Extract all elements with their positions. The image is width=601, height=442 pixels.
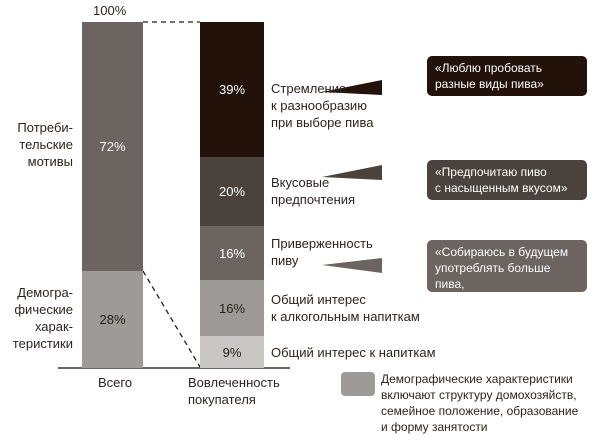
- value-label: 9%: [222, 344, 242, 360]
- legend-line: семейное положение, образование: [381, 404, 579, 418]
- label-line: Общий интерес: [271, 292, 366, 307]
- legend-line: включают структуру домохозяйств,: [381, 388, 577, 402]
- value-label: 20%: [218, 184, 246, 199]
- bar-engagement-loyalty: 16%: [200, 226, 264, 280]
- quote-line: с насыщенным вкусом»: [435, 181, 568, 195]
- label-line: предпочтения: [271, 192, 356, 207]
- label-line: Демогра-: [17, 285, 73, 300]
- label-taste: Вкусовые предпочтения: [271, 174, 355, 208]
- quote-line: разные виды пива»: [435, 77, 544, 91]
- bar-engagement-drinks: 9%: [200, 336, 264, 368]
- quote-line: «Собираюсь в будущем: [435, 245, 569, 259]
- bar-total-demographics: 28%: [82, 271, 143, 368]
- label-line: Приверженность: [271, 236, 373, 251]
- legend-text: Демографические характеристики включают …: [381, 371, 578, 435]
- label-line: при выборе пива: [271, 115, 374, 130]
- x-label-engagement: Вовлеченность покупателя: [188, 374, 280, 408]
- label-drinks: Общий интерес к напиткам: [271, 344, 436, 361]
- label-line: к алкогольным напиткам: [271, 309, 420, 324]
- legend-swatch: [341, 372, 375, 396]
- label-line: пиву: [271, 253, 299, 268]
- label-loyalty: Приверженность пиву: [271, 235, 373, 269]
- bar-engagement-variety: 39%: [200, 22, 264, 157]
- label-line: Общий интерес к напиткам: [271, 345, 436, 360]
- quote-bubble-loyalty: «Собираюсь в будущем употреблять больше …: [427, 240, 587, 307]
- value-label: 16%: [218, 300, 246, 316]
- label-line: покупателя: [188, 392, 256, 407]
- label-line: теристики: [12, 336, 73, 351]
- label-demographics: Демогра- фические харак- теристики: [0, 284, 73, 352]
- label-line: харак-: [34, 319, 73, 334]
- bar-engagement-taste: 20%: [200, 157, 264, 226]
- value-label: 39%: [218, 82, 246, 97]
- bar-total-motives: 72%: [82, 22, 143, 271]
- value-label: 72%: [99, 139, 126, 154]
- quote-bubble-taste: «Предпочитаю пиво с насыщенным вкусом»: [427, 160, 587, 200]
- legend-line: Демографические характеристики: [381, 372, 573, 386]
- label-variety: Стремление к разнообразию при выборе пив…: [271, 80, 373, 131]
- label-line: фические: [14, 302, 73, 317]
- label-line: Вкусовые: [271, 175, 330, 190]
- quote-line: чем сейчас»: [435, 293, 505, 307]
- top-100-label: 100%: [93, 3, 127, 18]
- value-label: 16%: [218, 245, 246, 261]
- quote-line: «Предпочитаю пиво: [435, 165, 547, 179]
- label-line: тельские: [19, 137, 73, 152]
- bar-engagement-alcohol: 16%: [200, 280, 264, 336]
- legend-line: и форму занятости: [381, 420, 488, 434]
- label-line: к разнообразию: [271, 98, 367, 113]
- label-line: Вовлеченность: [188, 375, 280, 390]
- x-label-total: Всего: [98, 375, 133, 390]
- quote-line: «Люблю пробовать: [435, 61, 543, 75]
- value-label: 28%: [99, 312, 126, 327]
- label-alcohol: Общий интерес к алкогольным напиткам: [271, 291, 420, 325]
- label-line: мотивы: [27, 154, 73, 169]
- label-motives: Потреби- тельские мотивы: [0, 119, 73, 170]
- quote-bubble-variety: «Люблю пробовать разные виды пива»: [427, 56, 587, 96]
- quote-line: употреблять больше пива,: [435, 261, 551, 291]
- label-line: Стремление: [271, 81, 347, 96]
- label-line: Потреби-: [17, 120, 73, 135]
